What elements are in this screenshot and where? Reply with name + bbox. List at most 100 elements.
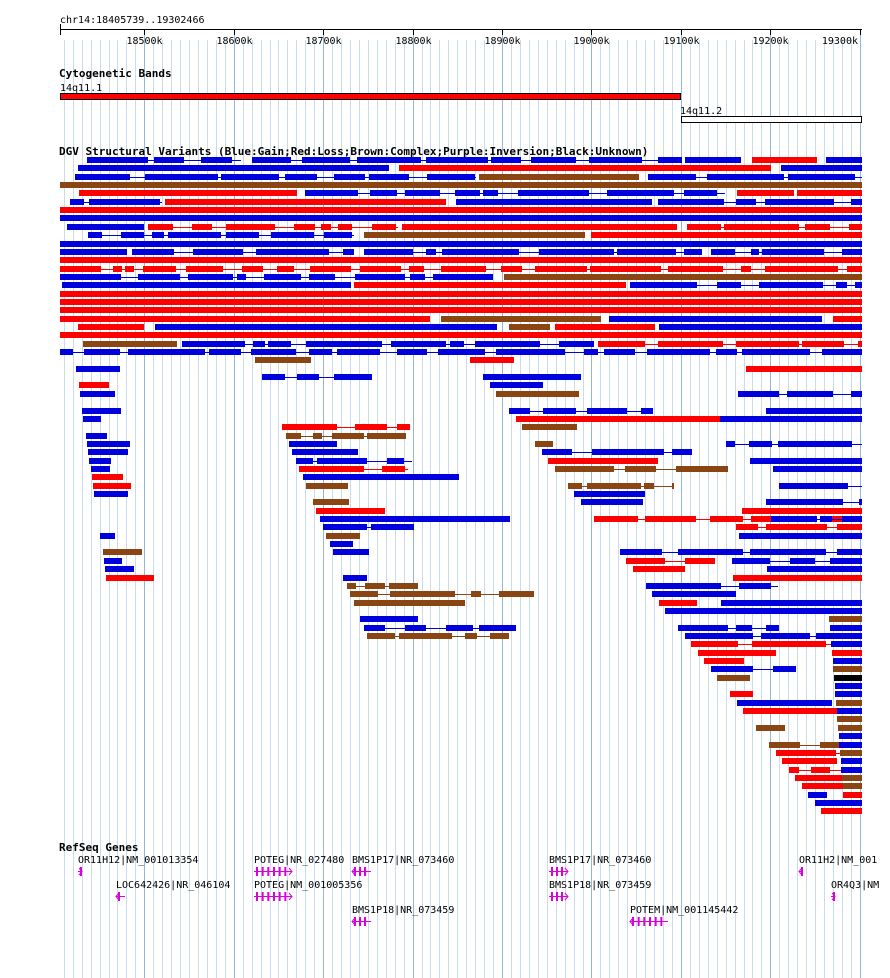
structural-variant[interactable] bbox=[802, 341, 844, 347]
structural-variant[interactable] bbox=[490, 633, 509, 639]
structural-variant[interactable] bbox=[646, 583, 721, 589]
structural-variant[interactable] bbox=[355, 274, 405, 280]
structural-variant[interactable] bbox=[306, 483, 348, 489]
structural-variant[interactable] bbox=[594, 516, 638, 522]
structural-variant[interactable] bbox=[271, 232, 314, 238]
structural-variant[interactable] bbox=[253, 341, 265, 347]
structural-variant[interactable] bbox=[762, 249, 824, 255]
structural-variant[interactable] bbox=[309, 349, 332, 355]
structural-variant[interactable] bbox=[504, 274, 862, 280]
structural-variant[interactable] bbox=[761, 633, 810, 639]
structural-variant[interactable] bbox=[843, 792, 862, 798]
structural-variant[interactable] bbox=[397, 349, 427, 355]
structural-variant[interactable] bbox=[736, 625, 752, 631]
structural-variant[interactable] bbox=[113, 266, 122, 272]
structural-variant[interactable] bbox=[771, 516, 817, 522]
structural-variant[interactable] bbox=[382, 466, 405, 472]
structural-variant[interactable] bbox=[724, 224, 799, 230]
structural-variant[interactable] bbox=[698, 650, 776, 656]
structural-variant[interactable] bbox=[313, 499, 349, 505]
structural-variant[interactable] bbox=[145, 174, 218, 180]
structural-variant[interactable] bbox=[148, 224, 173, 230]
structural-variant[interactable] bbox=[766, 524, 827, 530]
structural-variant[interactable] bbox=[154, 157, 184, 163]
structural-variant[interactable] bbox=[70, 199, 84, 205]
structural-variant[interactable] bbox=[837, 716, 862, 722]
structural-variant[interactable] bbox=[742, 349, 810, 355]
structural-variant[interactable] bbox=[773, 666, 796, 672]
structural-variant[interactable] bbox=[539, 249, 614, 255]
structural-variant[interactable] bbox=[501, 266, 522, 272]
structural-variant[interactable] bbox=[320, 516, 510, 522]
structural-variant[interactable] bbox=[751, 249, 759, 255]
structural-variant[interactable] bbox=[821, 808, 862, 814]
structural-variant[interactable] bbox=[360, 616, 418, 622]
structural-variant[interactable] bbox=[685, 558, 715, 564]
structural-variant[interactable] bbox=[837, 524, 862, 530]
structural-variant[interactable] bbox=[355, 424, 387, 430]
structural-variant[interactable] bbox=[842, 775, 862, 781]
structural-variant[interactable] bbox=[371, 524, 414, 530]
structural-variant[interactable] bbox=[94, 491, 128, 497]
structural-variant[interactable] bbox=[555, 466, 614, 472]
structural-variant[interactable] bbox=[441, 266, 486, 272]
structural-variant[interactable] bbox=[334, 174, 365, 180]
structural-variant[interactable] bbox=[60, 291, 862, 297]
structural-variant[interactable] bbox=[410, 274, 425, 280]
structural-variant[interactable] bbox=[499, 591, 534, 597]
structural-variant[interactable] bbox=[405, 625, 426, 631]
structural-variant[interactable] bbox=[568, 483, 582, 489]
refseq-gene[interactable]: OR4Q3|NM bbox=[831, 880, 879, 901]
structural-variant[interactable] bbox=[92, 474, 123, 480]
structural-variant[interactable] bbox=[289, 441, 337, 447]
dgv-track-title[interactable]: DGV Structural Variants (Blue:Gain;Red:L… bbox=[59, 145, 649, 158]
structural-variant[interactable] bbox=[838, 725, 862, 731]
structural-variant[interactable] bbox=[496, 349, 565, 355]
refseq-gene[interactable]: POTEM|NM_001145442 bbox=[629, 905, 738, 926]
structural-variant[interactable] bbox=[721, 600, 862, 606]
structural-variant[interactable] bbox=[441, 316, 601, 322]
structural-variant[interactable] bbox=[87, 157, 148, 163]
structural-variant[interactable] bbox=[455, 190, 480, 196]
structural-variant[interactable] bbox=[343, 575, 367, 581]
structural-variant[interactable] bbox=[590, 266, 661, 272]
structural-variant[interactable] bbox=[128, 349, 205, 355]
refseq-gene[interactable]: BMS1P17|NR_073460 bbox=[549, 855, 651, 876]
structural-variant[interactable] bbox=[132, 249, 174, 255]
refseq-track-title[interactable]: RefSeq Genes bbox=[59, 841, 139, 854]
structural-variant[interactable] bbox=[399, 633, 452, 639]
structural-variant[interactable] bbox=[707, 174, 784, 180]
structural-variant[interactable] bbox=[105, 566, 134, 572]
structural-variant[interactable] bbox=[192, 224, 212, 230]
structural-variant[interactable] bbox=[684, 249, 702, 255]
structural-variant[interactable] bbox=[531, 157, 576, 163]
structural-variant[interactable] bbox=[851, 199, 862, 205]
structural-variant[interactable] bbox=[491, 157, 521, 163]
structural-variant[interactable] bbox=[781, 165, 862, 171]
structural-variant[interactable] bbox=[60, 249, 127, 255]
structural-variant[interactable] bbox=[433, 274, 493, 280]
structural-variant[interactable] bbox=[332, 433, 364, 439]
ruler[interactable]: 18500k 18600k 18700k 18800k 18900k 19000k 1910… bbox=[60, 24, 862, 47]
structural-variant[interactable] bbox=[310, 266, 351, 272]
structural-variant[interactable] bbox=[659, 600, 697, 606]
structural-variant[interactable] bbox=[155, 324, 497, 330]
structural-variant[interactable] bbox=[841, 767, 862, 773]
structural-variant[interactable] bbox=[391, 341, 446, 347]
structural-variant[interactable] bbox=[710, 516, 743, 522]
structural-variant[interactable] bbox=[837, 708, 862, 714]
structural-variant[interactable] bbox=[60, 349, 73, 355]
structural-variant[interactable] bbox=[837, 549, 862, 555]
structural-variant[interactable] bbox=[645, 516, 696, 522]
structural-variant[interactable] bbox=[285, 174, 317, 180]
structural-variant[interactable] bbox=[479, 174, 639, 180]
structural-variant[interactable] bbox=[372, 224, 396, 230]
structural-variant[interactable] bbox=[840, 750, 862, 756]
structural-variant[interactable] bbox=[766, 625, 779, 631]
structural-variant[interactable] bbox=[736, 524, 758, 530]
structural-variant[interactable] bbox=[726, 441, 735, 447]
structural-variant[interactable] bbox=[658, 157, 682, 163]
structural-variant[interactable] bbox=[752, 641, 826, 647]
structural-variant[interactable] bbox=[555, 324, 655, 330]
structural-variant[interactable] bbox=[795, 775, 862, 781]
